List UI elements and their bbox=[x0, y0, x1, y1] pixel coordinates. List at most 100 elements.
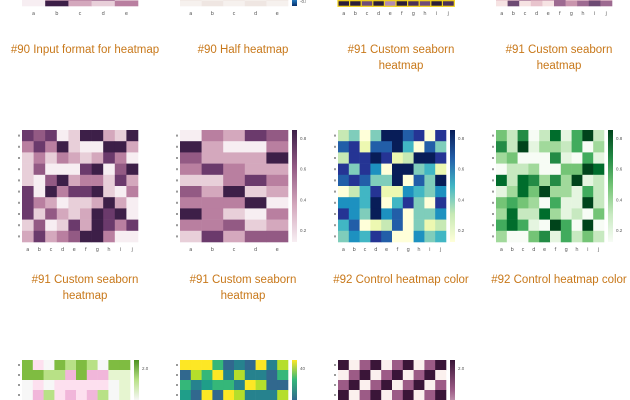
y-tick bbox=[18, 190, 20, 193]
heatmap-cell bbox=[45, 208, 58, 220]
heatmap-cell bbox=[539, 141, 551, 153]
heatmap-cell bbox=[517, 208, 529, 220]
gallery-card[interactable]: a b c d e -0.8 #90 Half heatmap bbox=[168, 0, 318, 400]
heatmap-cell bbox=[560, 141, 572, 153]
x-tick-label: b bbox=[512, 11, 515, 17]
heatmap-cell bbox=[571, 197, 583, 209]
heatmap-cell bbox=[65, 380, 77, 391]
heatmap-cell bbox=[65, 390, 77, 400]
gallery-card[interactable]: a b c d e f g h i j #91 Custom seaborn heatmap bbox=[326, 0, 476, 400]
heatmap-cells bbox=[180, 130, 289, 243]
heatmap-thumbnail[interactable]: 2.01.5 bbox=[334, 358, 464, 400]
heatmap-thumbnail[interactable]: a b c d e f g h i j 0.8 0.6 0.4 0.2 bbox=[492, 128, 622, 256]
heatmap-thumbnail[interactable]: 2.01.5 bbox=[18, 358, 148, 400]
gallery-card[interactable]: 2.01.5 bbox=[326, 0, 476, 400]
heatmap-cell bbox=[413, 152, 425, 164]
heatmap-cell bbox=[560, 152, 572, 164]
heatmap-cell bbox=[517, 197, 529, 209]
heatmap-cell bbox=[435, 370, 447, 381]
heatmap-cell bbox=[571, 219, 583, 232]
gallery-caption-link[interactable]: #90 Half heatmap bbox=[197, 44, 289, 56]
gallery-card[interactable]: a b c d e f g h i j 0.8 0.6 0.4 0.2 #92 Control heatma… bbox=[326, 0, 476, 400]
heatmap-cell bbox=[114, 186, 127, 198]
gallery-card[interactable]: a b c d e f g h i j 0.8 0.6 0.4 0.2 #92 Control heatma… bbox=[484, 0, 630, 400]
heatmap-cell bbox=[402, 360, 414, 371]
heatmap-cell bbox=[370, 152, 382, 164]
heatmap-cell bbox=[68, 0, 92, 1]
heatmap-thumbnail[interactable]: a b c d e f g h i j 0.8 0.6 0.4 0.2 bbox=[334, 128, 464, 256]
x-tick-label: b bbox=[511, 247, 514, 253]
gallery-caption-link[interactable]: #92 Control heatmap color bbox=[333, 274, 469, 286]
y-tick bbox=[18, 213, 20, 215]
gallery-caption-link[interactable]: #91 Custom seaborn heatmap bbox=[505, 44, 613, 72]
gallery-card[interactable]: 2.01.5 bbox=[10, 0, 160, 400]
heatmap-cell bbox=[554, 0, 566, 7]
colorbar-label: 0.2 bbox=[300, 228, 306, 233]
heatmap-cell bbox=[43, 390, 55, 400]
heatmap-cell bbox=[91, 0, 116, 1]
heatmap-thumbnail[interactable]: a b c d e f g h i j bbox=[18, 128, 148, 256]
x-tick-label: d bbox=[374, 247, 377, 253]
heatmap-cell bbox=[56, 130, 69, 142]
heatmap-cells bbox=[338, 360, 447, 400]
gallery-caption-link[interactable]: #92 Control heatmap color bbox=[491, 274, 627, 286]
gallery-card[interactable]: 4020 bbox=[168, 0, 318, 400]
gallery-caption-link[interactable]: #90 Input format for heatmap bbox=[10, 44, 160, 56]
heatmap-cell bbox=[539, 197, 551, 209]
heatmap-cell bbox=[223, 380, 235, 391]
heatmap-thumbnail[interactable]: a b c d e 0.8 0.6 0.4 0.2 bbox=[176, 128, 306, 256]
gallery-caption-link[interactable]: #91 Custom seaborn heatmap bbox=[189, 274, 297, 302]
heatmap-cell bbox=[496, 0, 508, 7]
colorbar-label: 0.2 bbox=[616, 228, 622, 233]
heatmap-thumbnail[interactable]: a b c d e f g h i j bbox=[334, 0, 464, 20]
heatmap-cell bbox=[359, 174, 371, 187]
heatmap-cell bbox=[441, 0, 455, 7]
heatmap-thumbnail[interactable]: a b c d e -0.8 bbox=[176, 0, 306, 20]
heatmap-cell bbox=[201, 197, 224, 209]
x-tick-labels: a b c d e bbox=[32, 11, 128, 17]
heatmap-cell bbox=[496, 219, 508, 232]
y-tick bbox=[176, 374, 178, 376]
heatmap-thumbnail[interactable]: 4020 bbox=[176, 358, 306, 400]
heatmap-cell bbox=[180, 174, 202, 187]
heatmap-cell bbox=[435, 197, 447, 209]
heatmap-cell bbox=[91, 130, 104, 142]
heatmap-cell bbox=[91, 230, 104, 243]
heatmap-cell bbox=[54, 380, 66, 391]
heatmap-cell bbox=[80, 174, 92, 187]
heatmap-cell bbox=[348, 370, 360, 381]
heatmap-cell bbox=[126, 130, 139, 142]
heatmap-cell bbox=[114, 141, 127, 153]
heatmap-cells bbox=[22, 360, 131, 400]
heatmap-thumbnail[interactable]: a b c d e f g h i j bbox=[492, 0, 622, 20]
heatmap-cell bbox=[244, 163, 267, 176]
heatmap-thumbnail[interactable]: a b c d e bbox=[18, 0, 148, 20]
x-tick-label: i bbox=[429, 247, 430, 253]
heatmap-cell bbox=[588, 0, 601, 1]
heatmap-cell bbox=[496, 0, 508, 1]
gallery-card[interactable]: a b c d e f g h i j #91 Custom seaborn heatmap bbox=[484, 0, 630, 400]
heatmap-cell bbox=[244, 219, 267, 232]
heatmap-cell bbox=[338, 230, 350, 243]
gallery-card[interactable]: a b c d e 0.8 0.6 0.4 0.2 #91 Custom seaborn heat… bbox=[168, 0, 318, 400]
x-tick-label: e bbox=[385, 247, 388, 253]
heatmap-cell bbox=[348, 197, 360, 209]
heatmap-cell bbox=[338, 130, 350, 142]
heatmap-cell bbox=[424, 230, 436, 243]
heatmap-cell bbox=[33, 230, 46, 243]
gallery-caption-link[interactable]: #91 Custom seaborn heatmap bbox=[31, 274, 139, 302]
heatmap-cell bbox=[519, 0, 532, 7]
heatmap-cell bbox=[348, 130, 360, 142]
heatmap-cell bbox=[201, 152, 224, 164]
heatmap-cell bbox=[424, 174, 436, 187]
gallery-card[interactable]: a b c d e #90 Input format for heatmap bbox=[10, 0, 160, 400]
heatmap-cell bbox=[338, 197, 350, 209]
heatmap-cell bbox=[212, 360, 224, 371]
gallery-card[interactable]: a b c d e f g h i j #91 Custom seaborn heatmap bbox=[10, 0, 160, 400]
heatmap-cell bbox=[97, 390, 109, 400]
heatmap-cell bbox=[33, 186, 46, 198]
heatmap-cell bbox=[542, 0, 555, 1]
heatmap-cell bbox=[413, 390, 425, 400]
colorbar bbox=[292, 130, 297, 242]
gallery-caption-link[interactable]: #91 Custom seaborn heatmap bbox=[347, 44, 455, 72]
